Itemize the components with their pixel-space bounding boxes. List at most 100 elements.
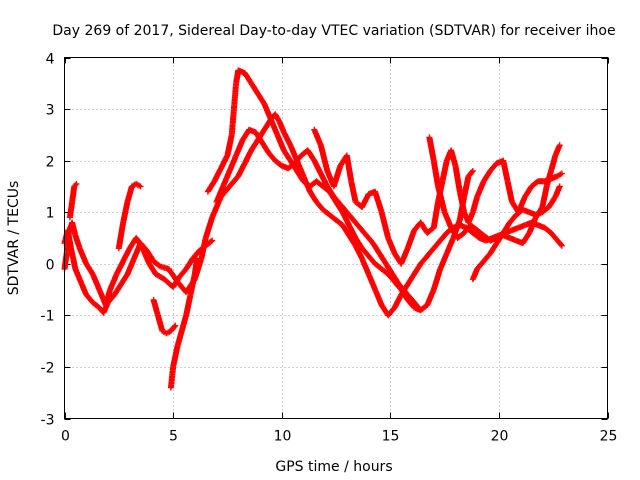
x-tick-label: 20	[491, 429, 509, 445]
data-point-run	[385, 236, 398, 256]
data-point-run	[146, 261, 158, 276]
y-tick-label: -2	[41, 361, 55, 377]
data-point-run	[130, 181, 138, 189]
data-point-run	[321, 207, 332, 217]
data-point-run	[160, 328, 169, 336]
data-point-run	[212, 166, 224, 184]
data-point-run	[292, 153, 304, 166]
data-point-run	[174, 329, 185, 348]
data-point-run	[431, 200, 441, 230]
data-point-run	[214, 184, 226, 204]
data-point-run	[418, 302, 430, 313]
data-point-run	[488, 161, 499, 173]
data-point	[556, 183, 563, 190]
data-point-run	[107, 272, 120, 292]
data-point-run	[138, 241, 150, 253]
data-point-run	[455, 230, 467, 241]
data-point-run	[470, 230, 482, 241]
series-track-8	[213, 126, 422, 311]
y-tick-label: 0	[46, 258, 55, 274]
data-point-run	[307, 189, 319, 204]
data-point-run	[556, 171, 564, 179]
data-point-run	[425, 246, 436, 258]
data-point-run	[311, 128, 324, 147]
y-tick-label: 3	[46, 103, 55, 119]
data-point-run	[190, 249, 202, 261]
data-point-run	[235, 161, 248, 178]
data-point-run	[77, 246, 89, 266]
y-tick-label: 2	[46, 155, 55, 171]
data-point	[137, 183, 144, 190]
data-point-run	[366, 272, 378, 292]
axes: 0 5 10 15 20 25 -3 -2 -1 0 1 2 3 4	[41, 52, 618, 445]
data-point-run	[72, 182, 79, 189]
series-track-11	[469, 183, 563, 283]
data-point-run	[325, 184, 337, 199]
data-point-run	[90, 300, 102, 310]
data-point	[209, 237, 216, 244]
data-point-run	[359, 192, 371, 209]
data-point-run	[268, 117, 280, 137]
data-point-run	[220, 169, 232, 189]
data-point-run	[357, 225, 369, 238]
data-point-run	[398, 246, 411, 266]
data-point-run	[364, 233, 375, 246]
data-point-run	[410, 298, 421, 310]
data-point-run	[501, 220, 512, 235]
data-point-run	[494, 231, 506, 245]
data-point-run	[438, 230, 449, 243]
data-point	[415, 304, 422, 311]
data-point-run	[520, 231, 532, 245]
data-point-run	[118, 272, 130, 287]
data-point-run	[448, 148, 459, 168]
data-point-run	[405, 298, 417, 310]
data-point-run	[468, 223, 480, 233]
data-point-run	[405, 272, 417, 287]
data-point-run	[344, 210, 356, 222]
x-tick-label: 5	[169, 429, 178, 445]
data-point-run	[487, 241, 499, 256]
data-point-run	[205, 179, 217, 194]
data-point-run	[249, 138, 261, 153]
data-point-run	[272, 112, 282, 124]
data-point-run	[227, 153, 239, 173]
y-tick-label: 4	[46, 52, 55, 68]
data-point-run	[424, 287, 437, 307]
data-point-run	[314, 179, 325, 189]
data-point-run	[372, 189, 385, 214]
data-point-run	[392, 292, 404, 310]
data-point-run	[305, 148, 317, 163]
data-point-run	[183, 256, 195, 271]
data-point-run	[253, 130, 265, 145]
data-point-run	[549, 230, 560, 243]
data-point-run	[116, 220, 126, 250]
data-point-run	[233, 138, 246, 158]
x-tick-label: 15	[382, 429, 400, 445]
data-point-run	[346, 233, 358, 248]
data-point-run	[294, 169, 306, 184]
data-point-run	[114, 259, 126, 276]
data-point-run	[165, 328, 173, 336]
data-point-run	[72, 267, 85, 287]
data-point-run	[144, 249, 156, 264]
data-point-run	[227, 174, 241, 189]
data-point-run	[242, 71, 254, 86]
data-point-run	[287, 143, 300, 163]
data-point-run	[203, 215, 215, 240]
data-point-run	[425, 225, 436, 235]
data-point-run	[255, 91, 267, 106]
data-point-run	[526, 215, 539, 235]
data-point-run	[261, 102, 274, 122]
data-point-run	[470, 195, 480, 214]
data-point-run	[353, 243, 365, 261]
data-point-run	[360, 246, 371, 258]
data-point-run	[177, 267, 189, 279]
data-point-run	[405, 228, 417, 250]
data-point-run	[372, 287, 385, 307]
data-point-run	[218, 153, 230, 171]
y-tick-label: -3	[41, 413, 55, 429]
data-point-run	[353, 236, 365, 251]
data-point-run	[431, 158, 441, 189]
